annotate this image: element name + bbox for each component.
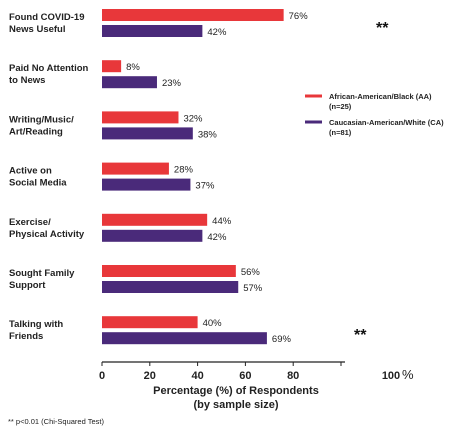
data-label: 32% <box>183 113 203 124</box>
legend: African-American/Black (AA)(n=25) Caucasi… <box>305 92 444 137</box>
data-label: 37% <box>195 181 215 192</box>
x-tick-label: 80 <box>287 370 299 382</box>
bar <box>102 9 284 21</box>
category-label: Sought Family <box>9 268 75 279</box>
data-label: 76% <box>289 11 309 22</box>
bar <box>102 213 208 226</box>
x-tick-label: 0 <box>99 370 105 382</box>
footnote: ** p<0.01 (Chi-Squared Test) <box>8 417 104 426</box>
data-label: 40% <box>203 318 223 329</box>
significance-marker: ** <box>376 20 389 37</box>
legend-label: Caucasian-American/White (CA) <box>329 118 444 127</box>
bar <box>102 265 236 277</box>
data-label: 23% <box>162 78 182 89</box>
bar <box>102 25 203 37</box>
category-label: Physical Activity <box>9 229 85 240</box>
data-label: 44% <box>212 216 232 227</box>
data-label: 56% <box>241 267 261 278</box>
category-label: Paid No Attention <box>9 63 89 74</box>
data-label: 42% <box>207 27 227 38</box>
x-tick-label: 40 <box>191 370 203 382</box>
category-label: Found COVID-19 <box>9 12 84 23</box>
value-labels: 76% 42% 8% 23% 32% 38% 28%37% 44% 42% 56% 57% 40% 69… <box>126 11 308 345</box>
bar <box>102 229 203 242</box>
category-label: Art/Reading <box>9 126 63 137</box>
category-label: to News <box>9 75 45 86</box>
x-tick-label: 20 <box>144 370 156 382</box>
x-tick-suffix: % <box>402 367 414 382</box>
bar <box>102 281 239 293</box>
legend-label: (n=25) <box>329 102 352 111</box>
bar <box>102 332 267 345</box>
data-label: 38% <box>198 129 218 140</box>
x-axis: 0 20 40 60 80 100% <box>99 361 414 382</box>
category-label: Exercise/ <box>9 217 51 228</box>
data-label: 57% <box>243 283 263 294</box>
data-label: 69% <box>272 334 292 345</box>
significance-marker: ** <box>354 327 367 344</box>
data-label: 28% <box>174 165 194 176</box>
bar <box>102 178 191 191</box>
x-axis-title-line1: Percentage (%) of Respondents <box>153 385 319 397</box>
legend-label: (n=81) <box>329 128 352 137</box>
data-label: 8% <box>126 62 140 73</box>
legend-label: African-American/Black (AA) <box>329 92 432 101</box>
bar <box>102 162 169 175</box>
bar <box>102 111 179 124</box>
significance-markers: ** ** <box>354 20 389 344</box>
data-label: 42% <box>207 232 227 243</box>
bars-layer <box>102 9 284 345</box>
category-label: Active on <box>9 166 52 177</box>
x-tick-label: 60 <box>239 370 251 382</box>
bar <box>102 316 198 329</box>
x-tick-label: 100 <box>382 370 400 382</box>
category-label: Social Media <box>9 178 67 189</box>
category-label: Talking with <box>9 319 63 330</box>
category-label: News Useful <box>9 24 66 35</box>
bar <box>102 127 193 140</box>
x-axis-title-line2: (by sample size) <box>194 399 279 411</box>
category-label: Support <box>9 280 46 291</box>
category-label: Friends <box>9 331 43 342</box>
bar <box>102 60 122 73</box>
category-label: Writing/Music/ <box>9 114 74 125</box>
bar <box>102 76 157 89</box>
